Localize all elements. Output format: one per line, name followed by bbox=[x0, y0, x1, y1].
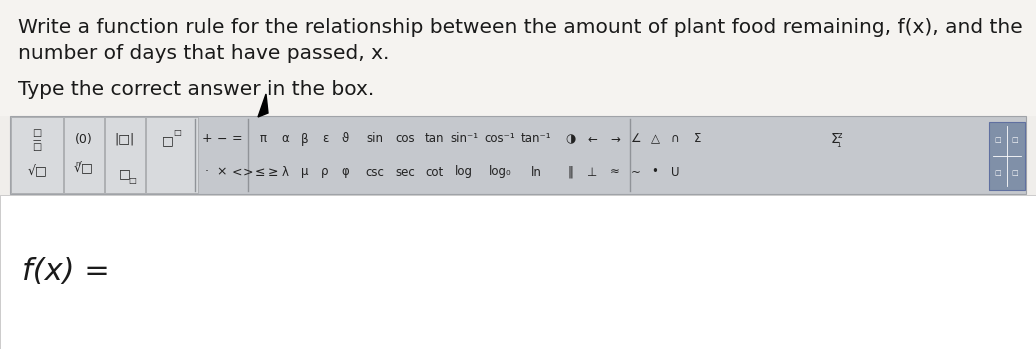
Text: □: □ bbox=[995, 137, 1002, 143]
Text: U: U bbox=[670, 165, 680, 178]
Text: n: n bbox=[76, 161, 80, 167]
FancyBboxPatch shape bbox=[64, 117, 104, 193]
Text: ∩: ∩ bbox=[670, 133, 680, 146]
Text: ϑ: ϑ bbox=[342, 133, 349, 146]
FancyBboxPatch shape bbox=[989, 122, 1025, 190]
Polygon shape bbox=[258, 94, 268, 117]
Text: □: □ bbox=[995, 170, 1002, 176]
Text: tan: tan bbox=[425, 133, 443, 146]
Text: φ: φ bbox=[341, 165, 349, 178]
Text: □: □ bbox=[128, 176, 136, 185]
Text: number of days that have passed, x.: number of days that have passed, x. bbox=[18, 44, 390, 63]
Text: cot: cot bbox=[425, 165, 443, 178]
Text: log₀: log₀ bbox=[489, 165, 512, 178]
Text: □: □ bbox=[32, 128, 41, 138]
Text: •: • bbox=[652, 165, 659, 178]
Text: −: − bbox=[217, 133, 227, 146]
Text: →: → bbox=[610, 133, 620, 146]
Text: β: β bbox=[301, 133, 309, 146]
Text: ≥: ≥ bbox=[267, 165, 279, 178]
Text: □: □ bbox=[1012, 170, 1018, 176]
FancyBboxPatch shape bbox=[10, 116, 1026, 194]
Text: ∠: ∠ bbox=[631, 133, 641, 146]
Text: z: z bbox=[838, 131, 842, 140]
FancyBboxPatch shape bbox=[146, 117, 198, 193]
Text: >: > bbox=[242, 165, 253, 178]
Text: tan⁻¹: tan⁻¹ bbox=[521, 133, 551, 146]
FancyBboxPatch shape bbox=[0, 0, 1036, 116]
Text: Write a function rule for the relationship between the amount of plant food rema: Write a function rule for the relationsh… bbox=[18, 18, 1023, 37]
Text: ε: ε bbox=[322, 133, 328, 146]
Text: sec: sec bbox=[395, 165, 414, 178]
Text: |□|: |□| bbox=[115, 133, 135, 146]
Text: π: π bbox=[259, 133, 266, 146]
Text: csc: csc bbox=[366, 165, 384, 178]
Text: △: △ bbox=[651, 133, 660, 146]
Text: √□: √□ bbox=[27, 165, 47, 178]
FancyBboxPatch shape bbox=[105, 117, 145, 193]
Text: ‖: ‖ bbox=[567, 165, 573, 178]
Text: □: □ bbox=[119, 168, 131, 180]
Text: μ: μ bbox=[301, 165, 309, 178]
FancyBboxPatch shape bbox=[0, 195, 1036, 349]
FancyBboxPatch shape bbox=[11, 117, 63, 193]
Text: cos: cos bbox=[395, 133, 414, 146]
Text: ≤: ≤ bbox=[255, 165, 265, 178]
Text: λ: λ bbox=[282, 165, 288, 178]
Text: f(x) =: f(x) = bbox=[22, 258, 110, 287]
Text: Σ: Σ bbox=[694, 133, 701, 146]
Text: log: log bbox=[455, 165, 473, 178]
Text: cos⁻¹: cos⁻¹ bbox=[485, 133, 515, 146]
Text: □: □ bbox=[173, 128, 181, 138]
Text: =: = bbox=[232, 133, 242, 146]
Text: <: < bbox=[232, 165, 242, 178]
Text: Type the correct answer in the box.: Type the correct answer in the box. bbox=[18, 80, 374, 99]
Text: √□: √□ bbox=[75, 163, 94, 176]
Text: Σ: Σ bbox=[831, 132, 839, 146]
Text: (0): (0) bbox=[76, 133, 93, 146]
Text: α: α bbox=[281, 133, 289, 146]
Text: ρ: ρ bbox=[321, 165, 328, 178]
Text: ≈: ≈ bbox=[610, 165, 620, 178]
Text: ×: × bbox=[217, 165, 227, 178]
Text: □: □ bbox=[1012, 137, 1018, 143]
Text: ln: ln bbox=[530, 165, 542, 178]
Text: —: — bbox=[33, 136, 41, 146]
Text: ←: ← bbox=[587, 133, 597, 146]
Text: ~: ~ bbox=[631, 165, 641, 178]
Text: ⊥: ⊥ bbox=[586, 165, 597, 178]
Text: □: □ bbox=[162, 134, 174, 148]
Text: +: + bbox=[202, 133, 212, 146]
Text: □: □ bbox=[32, 142, 41, 152]
Text: ◑: ◑ bbox=[565, 133, 575, 146]
Text: sin: sin bbox=[367, 133, 383, 146]
Text: 1: 1 bbox=[836, 142, 840, 148]
Text: ·: · bbox=[205, 165, 209, 178]
Text: sin⁻¹: sin⁻¹ bbox=[450, 133, 478, 146]
